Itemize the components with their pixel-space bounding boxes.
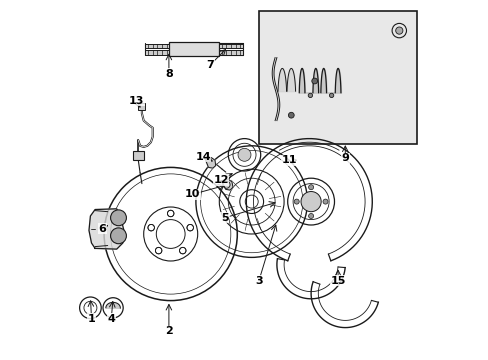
Circle shape <box>110 210 126 226</box>
Text: 3: 3 <box>255 276 262 286</box>
Circle shape <box>307 93 312 98</box>
Text: 13: 13 <box>128 96 144 106</box>
Circle shape <box>148 224 154 231</box>
Circle shape <box>322 199 327 204</box>
Circle shape <box>155 247 162 254</box>
Bar <box>145 44 168 48</box>
Bar <box>145 50 168 55</box>
Circle shape <box>179 247 185 254</box>
Text: 7: 7 <box>206 60 214 70</box>
Bar <box>138 103 145 110</box>
Bar <box>219 50 242 55</box>
Text: 9: 9 <box>341 153 348 163</box>
Circle shape <box>110 228 126 244</box>
Circle shape <box>329 93 333 98</box>
Text: 8: 8 <box>164 69 172 79</box>
Bar <box>133 151 143 160</box>
Bar <box>219 44 242 48</box>
Text: 15: 15 <box>330 276 345 286</box>
Circle shape <box>288 112 294 118</box>
Polygon shape <box>221 179 232 190</box>
Text: 14: 14 <box>195 152 210 162</box>
Circle shape <box>301 192 321 212</box>
Circle shape <box>308 213 313 219</box>
Text: 11: 11 <box>281 155 297 165</box>
Text: 12: 12 <box>213 175 228 185</box>
Polygon shape <box>204 158 215 168</box>
Circle shape <box>294 199 299 204</box>
Circle shape <box>395 27 402 34</box>
Polygon shape <box>106 302 120 308</box>
Text: 4: 4 <box>107 314 115 324</box>
Text: 1: 1 <box>87 314 95 324</box>
Circle shape <box>167 210 174 217</box>
Text: 6: 6 <box>98 224 106 234</box>
Circle shape <box>308 185 313 190</box>
Polygon shape <box>89 209 123 249</box>
Text: 10: 10 <box>184 189 200 199</box>
Bar <box>168 42 219 56</box>
Circle shape <box>311 78 317 84</box>
Text: 5: 5 <box>221 213 228 223</box>
Bar <box>258 11 416 144</box>
Circle shape <box>238 148 250 161</box>
Text: 2: 2 <box>164 326 172 336</box>
Circle shape <box>186 224 193 231</box>
